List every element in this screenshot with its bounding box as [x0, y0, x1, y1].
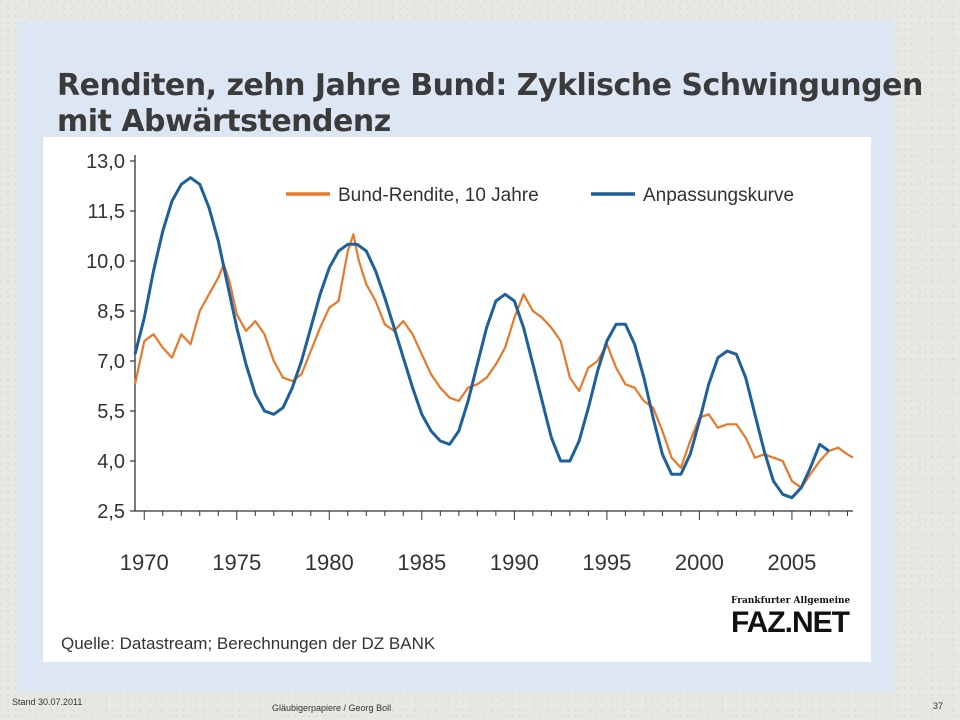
faz-logo-net: FAZ.NET — [731, 606, 850, 639]
x-tick-label: 1995 — [582, 550, 631, 575]
faz-logo-paper: Frankfurter Allgemeine — [731, 596, 851, 606]
chart-title: Renditen, zehn Jahre Bund: Zyklische Sch… — [57, 68, 923, 140]
chart-card: 13,0 11,5 10,0 8,5 7,0 5,5 4,0 2,5 1970 1975 1980 1… — [43, 137, 871, 662]
y-tick-label: 8,5 — [97, 301, 125, 323]
footer-date: Stand 30.07.2011 — [12, 697, 83, 707]
y-tick-label: 10,0 — [86, 251, 125, 273]
x-tick-label: 2000 — [675, 550, 724, 575]
y-tick-label: 11,5 — [88, 201, 125, 223]
legend-label: Bund-Rendite, 10 Jahre — [338, 185, 539, 206]
x-tick-label: 1990 — [490, 550, 539, 575]
y-tick-label: 2,5 — [97, 501, 125, 523]
chart-legend: Bund-Rendite, 10 Jahre Anpassungskurve — [286, 185, 794, 206]
y-tick-label: 7,0 — [97, 351, 125, 373]
footer-center: Gläubigerpapiere / Georg Boll — [272, 703, 392, 713]
footer-page-number: 37 — [933, 701, 944, 711]
series-line-anpassungskurve — [133, 176, 830, 500]
chart-title-line1: Renditen, zehn Jahre Bund: Zyklische Sch… — [57, 68, 923, 103]
x-tick-label: 1985 — [397, 550, 446, 575]
source-note: Quelle: Datastream; Berechnungen der DZ … — [61, 634, 436, 653]
x-tick-label: 1980 — [305, 550, 354, 575]
x-tick-label: 2005 — [767, 550, 816, 575]
y-tick-label: 4,0 — [97, 451, 125, 473]
y-tick-label: 13,0 — [86, 151, 125, 173]
line-chart: 13,0 11,5 10,0 8,5 7,0 5,5 4,0 2,5 1970 1975 1980 1… — [86, 151, 854, 575]
legend-label: Anpassungskurve — [643, 185, 794, 206]
x-tick-label: 1975 — [212, 550, 261, 575]
y-tick-label: 5,5 — [97, 401, 125, 423]
series-line-bund-rendite — [133, 233, 854, 489]
chart-title-line2: mit Abwärtstendenz — [57, 104, 391, 139]
x-tick-label: 1970 — [120, 550, 169, 575]
faz-logo: Frankfurter Allgemeine FAZ.NET — [731, 596, 851, 650]
